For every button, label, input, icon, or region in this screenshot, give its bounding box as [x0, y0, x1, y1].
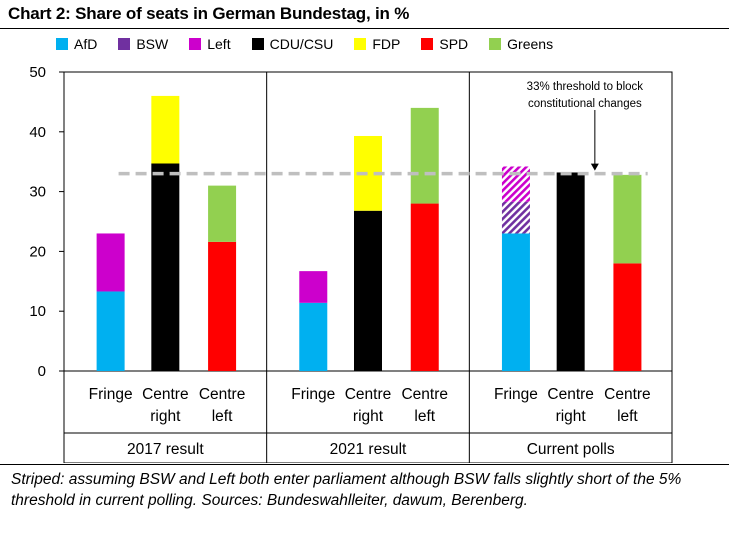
bar-segment-greens [208, 185, 237, 242]
footnote-divider [0, 464, 729, 465]
legend-label: CDU/CSU [269, 36, 334, 52]
legend-swatch-spd [421, 38, 434, 50]
legend-label: AfD [74, 36, 98, 52]
bar-segment-cdu-csu [354, 210, 382, 371]
legend-item-afd: AfD [56, 36, 97, 52]
x-category-label: right [150, 408, 181, 425]
bar-segment-cdu-csu [556, 172, 585, 371]
x-category-label: Centre [401, 386, 448, 403]
plot-frame [63, 71, 673, 463]
legend-swatch-cdu-csu [251, 38, 264, 50]
group-label: 2017 result [127, 441, 204, 458]
group-label: 2021 result [330, 441, 407, 458]
group-label: Current polls [527, 441, 615, 458]
legend-swatch-greens [489, 38, 502, 50]
threshold-annotation: constitutional changes [528, 98, 642, 110]
legend-swatch-bsw [118, 38, 131, 50]
annotation-arrow-head [590, 163, 599, 171]
bar-segment-left [501, 166, 530, 202]
chart-title: Chart 2: Share of seats in German Bundes… [8, 4, 410, 23]
bar-segment-spd [208, 241, 237, 371]
x-category-label: right [353, 408, 384, 425]
legend-label: SPD [439, 36, 469, 52]
y-tick-label: 20 [29, 243, 46, 260]
legend-label: FDP [372, 36, 401, 52]
bar-segment-greens [410, 107, 439, 204]
x-category-label: right [556, 408, 587, 425]
y-tick-label: 50 [29, 64, 46, 81]
x-category-label: Fringe [291, 386, 335, 403]
bar-segment-left [299, 271, 328, 303]
bar-segment-bsw [501, 201, 530, 234]
legend-item-greens: Greens [489, 36, 553, 52]
y-tick-label: 30 [29, 184, 46, 201]
legend-swatch-fdp [354, 38, 367, 50]
bar-segment-cdu-csu [151, 163, 180, 371]
chart-footnote: Striped: assuming BSW and Left both ente… [11, 471, 682, 509]
x-category-label: left [414, 408, 435, 425]
x-category-label: Centre [199, 386, 246, 403]
stacked-bar-chart: 0 10 20 30 40 50 Fringe Centre right Centre left 20… [29, 64, 673, 463]
x-category-label: Centre [547, 386, 594, 403]
y-tick-label: 10 [29, 303, 46, 320]
chart-legend: AfD BSW Left CDU/CSU FDP SPD Greens [56, 36, 574, 52]
x-category-label: Fringe [494, 386, 538, 403]
x-category-label: Centre [142, 386, 189, 403]
legend-item-cdu-csu: CDU/CSU [251, 36, 334, 52]
bar-segment-afd [299, 302, 328, 371]
bar-segment-afd [501, 233, 530, 371]
legend-item-bsw: BSW [118, 36, 168, 52]
bar-segment-spd [410, 203, 439, 371]
legend-label: Left [207, 36, 231, 52]
y-tick-label: 40 [29, 124, 46, 141]
bar-segment-afd [96, 291, 125, 371]
legend-item-spd: SPD [421, 36, 468, 52]
x-category-label: Fringe [89, 386, 133, 403]
x-category-label: left [617, 408, 638, 425]
legend-item-left: Left [189, 36, 231, 52]
legend-swatch-afd [56, 38, 68, 50]
bar-segment-left [96, 233, 125, 292]
bar-segment-spd [613, 263, 642, 371]
bar-segment-fdp [151, 95, 180, 164]
legend-swatch-left [189, 38, 202, 50]
legend-label: BSW [136, 36, 169, 52]
bar-segment-greens [613, 174, 642, 264]
legend-item-fdp: FDP [354, 36, 400, 52]
x-category-label: left [212, 408, 233, 425]
y-tick-label: 0 [38, 363, 46, 380]
threshold-annotation: 33% threshold to block [527, 81, 644, 93]
legend-label: Greens [507, 36, 554, 52]
title-divider [0, 28, 729, 29]
x-category-label: Centre [345, 386, 392, 403]
x-category-label: Centre [604, 386, 651, 403]
